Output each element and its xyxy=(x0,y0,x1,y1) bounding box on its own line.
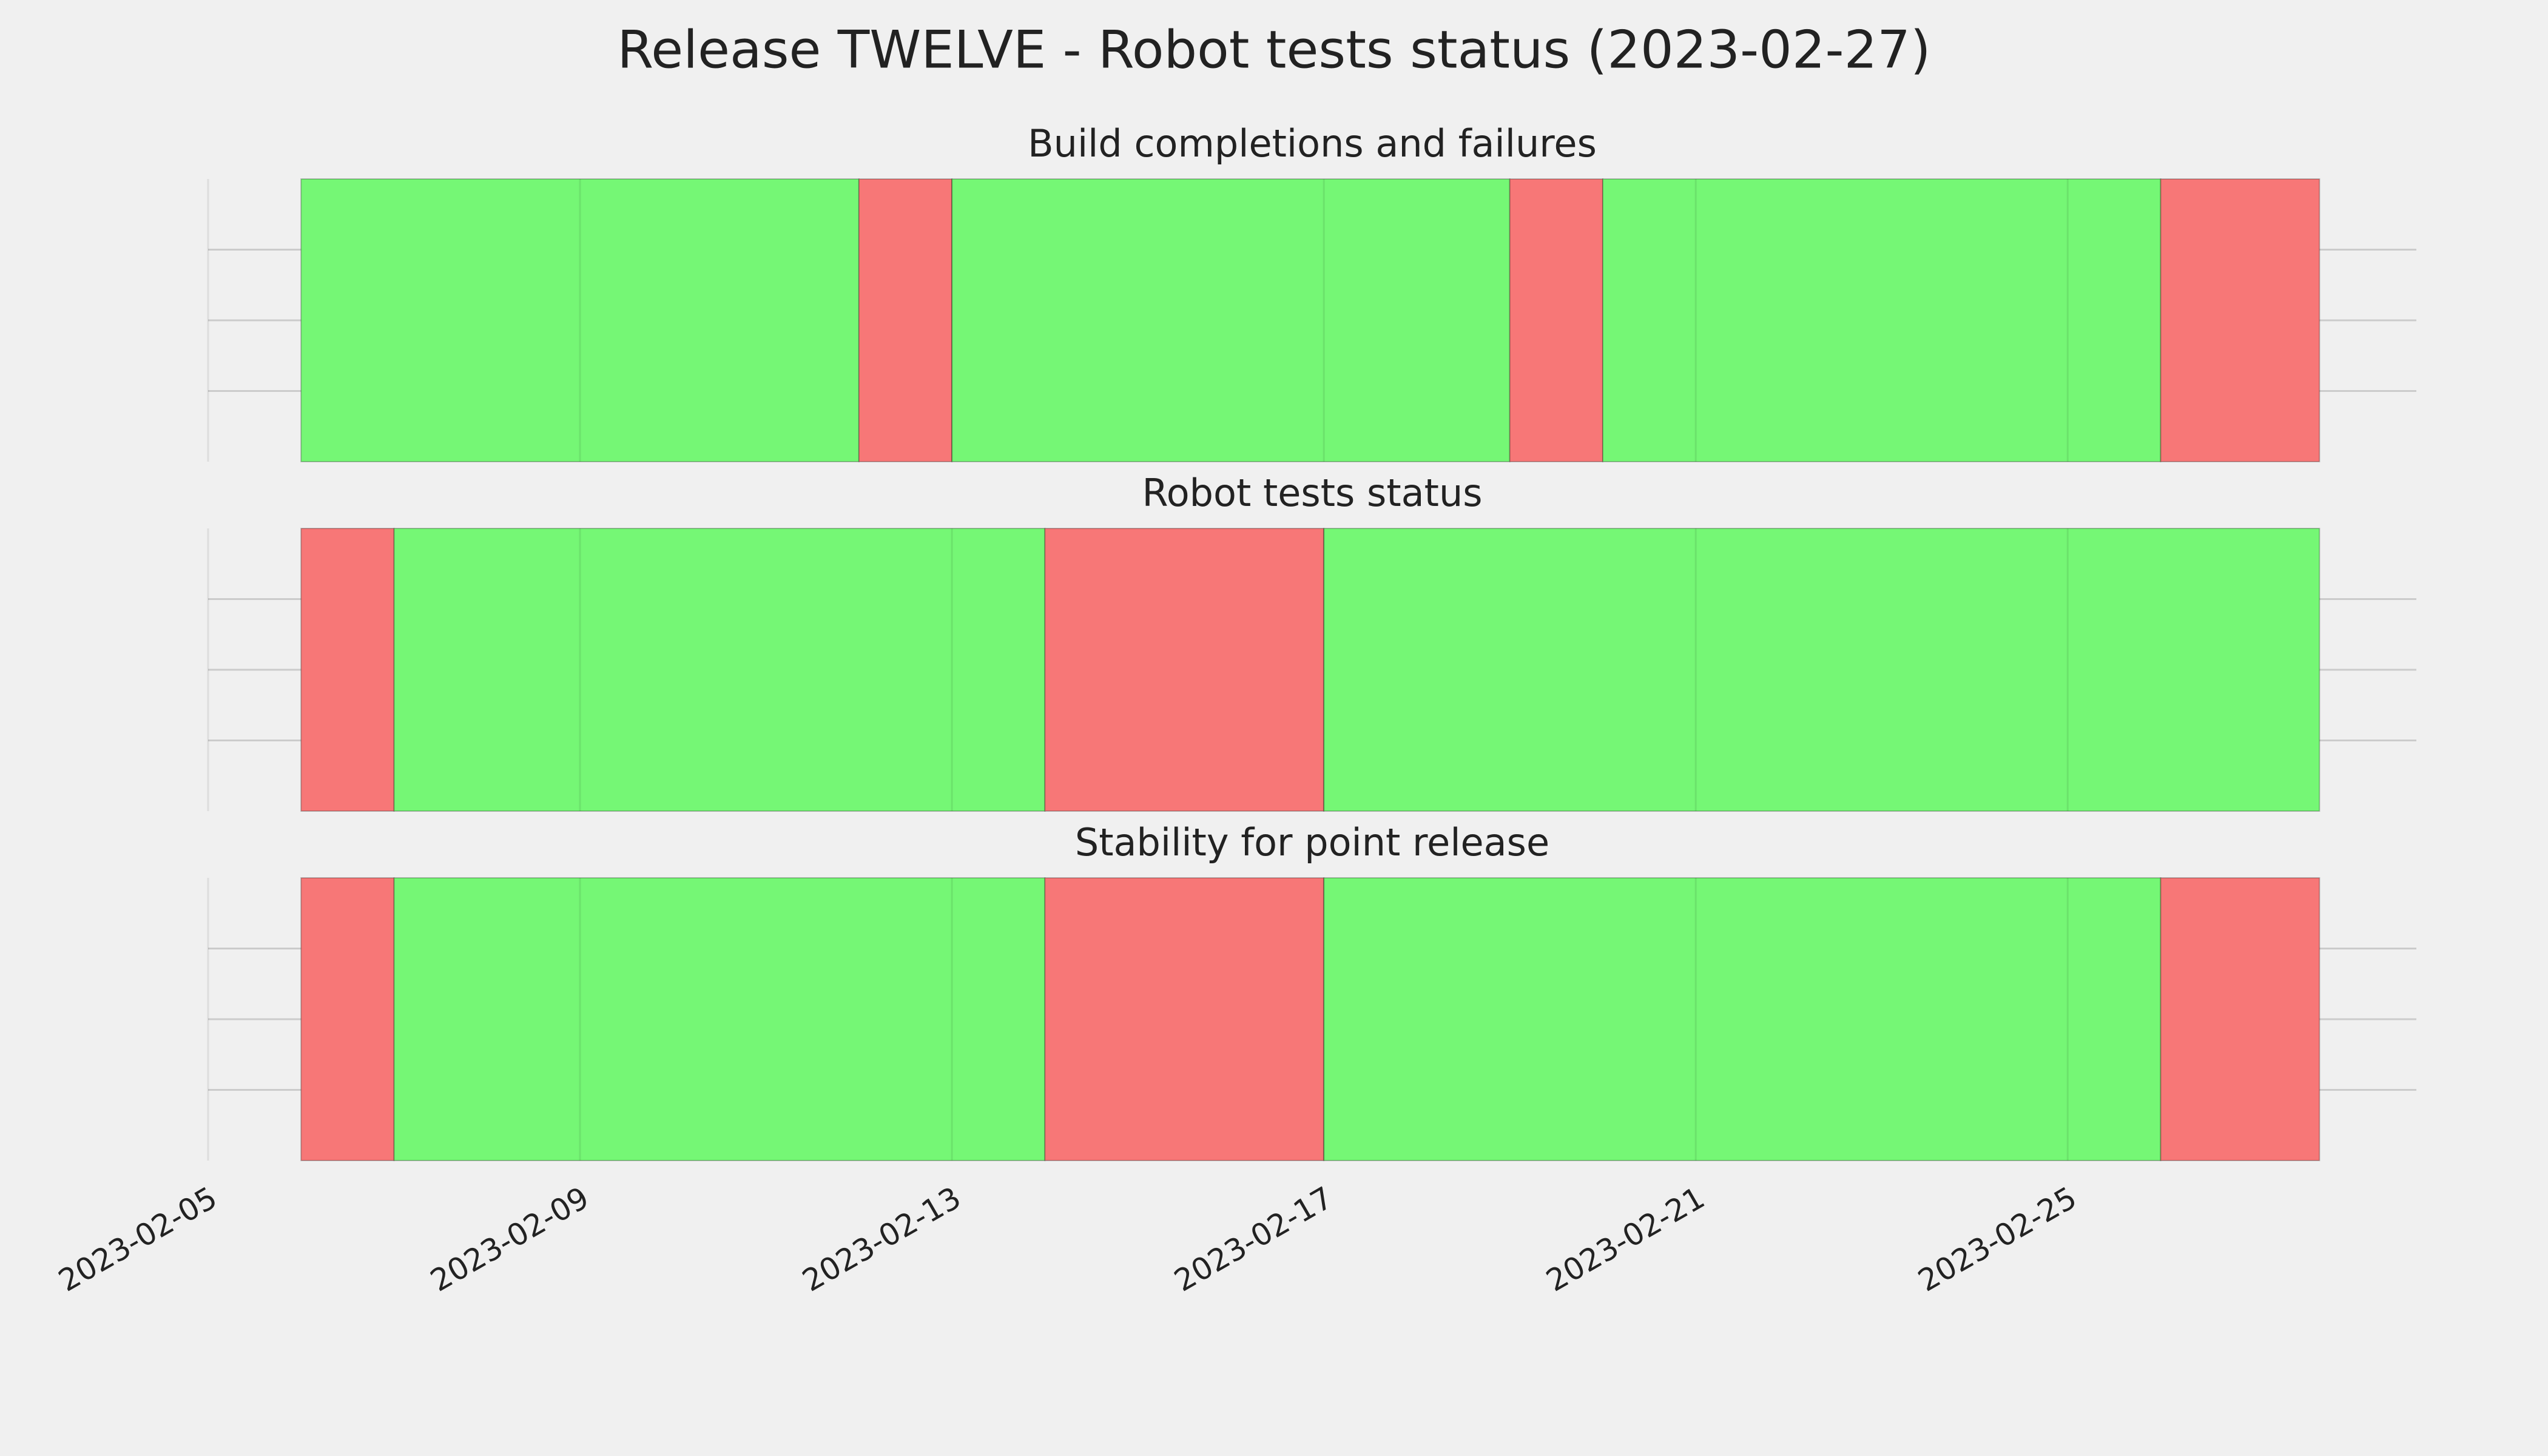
status-segment xyxy=(1602,178,2162,462)
subplot-title: Robot tests status xyxy=(1142,471,1482,515)
status-segment xyxy=(393,528,1046,812)
status-segment xyxy=(1044,528,1325,812)
status-segment xyxy=(1323,877,2162,1161)
status-segment xyxy=(300,528,395,812)
status-segment xyxy=(1509,178,1603,462)
status-segment xyxy=(300,877,395,1161)
status-segment xyxy=(1044,877,1325,1161)
status-segment xyxy=(393,877,1046,1161)
figure-title: Release TWELVE - Robot tests status (202… xyxy=(617,19,1930,80)
subplot-title: Stability for point release xyxy=(1075,820,1549,864)
status-segment xyxy=(300,178,860,462)
status-segment xyxy=(2160,178,2320,462)
subplot-title: Build completions and failures xyxy=(1028,121,1597,166)
status-segment xyxy=(858,178,953,462)
status-segment xyxy=(2160,877,2320,1161)
status-segment xyxy=(951,178,1511,462)
status-segment xyxy=(1323,528,2320,812)
